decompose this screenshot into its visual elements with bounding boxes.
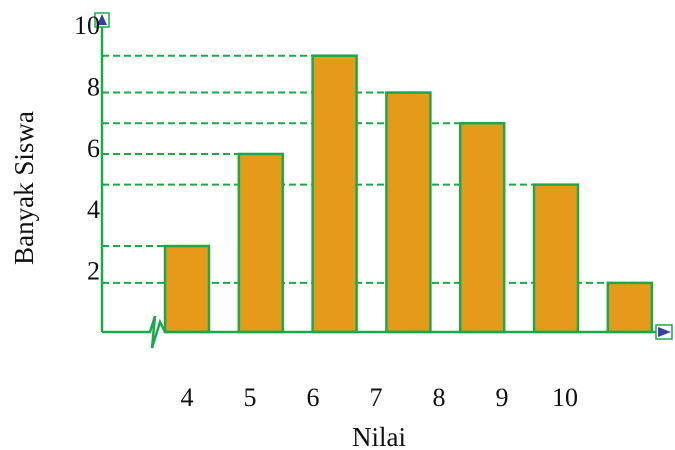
bar	[385, 91, 432, 334]
y-tick-label: 6	[87, 134, 100, 163]
x-tick-label: 4	[181, 383, 194, 412]
y-tick-label: 10	[74, 11, 100, 40]
y-tick-label: 4	[87, 195, 100, 224]
x-axis-arrow-icon	[655, 324, 673, 340]
y-tick-label: 8	[87, 72, 100, 101]
x-tick-label: 8	[433, 383, 446, 412]
y-axis-title: Banyak Siswa	[9, 111, 39, 265]
bar	[237, 152, 285, 334]
x-axis-title: Nilai	[352, 422, 406, 450]
x-tick-label: 6	[307, 383, 320, 412]
x-tick-label: 5	[244, 383, 257, 412]
x-tick-label: 7	[370, 383, 383, 412]
y-axis-arrow-icon	[94, 12, 110, 28]
bar	[532, 183, 580, 334]
bar	[606, 281, 654, 334]
y-tick-label: 2	[87, 257, 100, 286]
axes	[94, 12, 673, 349]
bar	[458, 121, 506, 334]
x-tick-label: 9	[496, 383, 509, 412]
x-axis	[102, 315, 660, 349]
x-tick-labels: 4 5 6 7 8 9 10	[181, 383, 579, 412]
bar	[163, 244, 211, 334]
x-tick-label: 10	[552, 383, 578, 412]
bars	[163, 54, 654, 334]
y-tick-labels: 2 4 6 8 10	[74, 11, 100, 286]
bar	[311, 54, 358, 334]
